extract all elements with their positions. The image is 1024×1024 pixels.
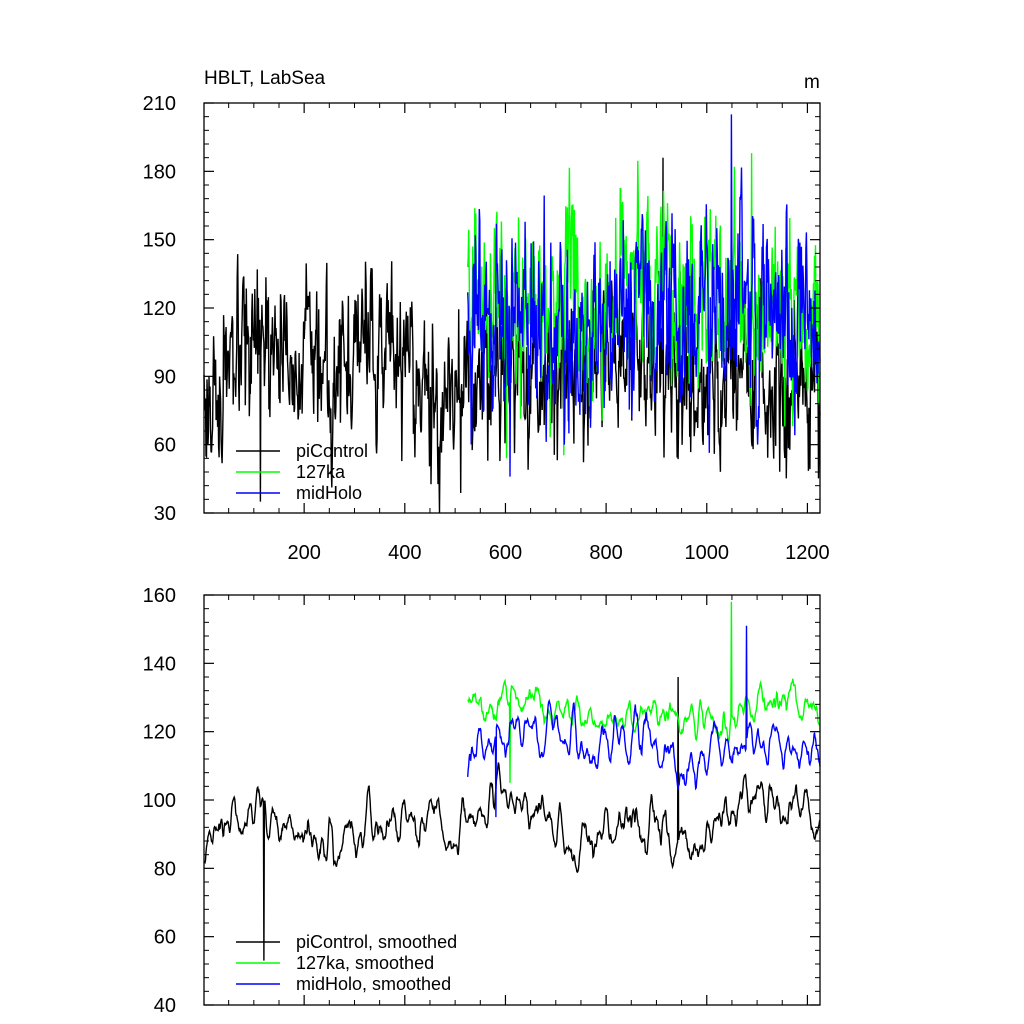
y-tick-label: 60: [154, 435, 176, 457]
y-tick-label: 30: [154, 503, 176, 525]
y-tick-label: 100: [143, 790, 176, 812]
y-tick-label: 150: [143, 230, 176, 252]
y-tick-label: 90: [154, 366, 176, 388]
series-line-midholo: [467, 114, 821, 477]
y-tick-label: 210: [143, 93, 176, 115]
top-series-layer: [203, 114, 821, 514]
x-tick-label: 400: [388, 542, 421, 564]
series-line-picontrol-smoothed: [203, 676, 821, 961]
x-tick-label: 800: [589, 542, 622, 564]
bottom-ticks-layer: 40 60 80 100 120 140 160: [143, 585, 820, 1017]
top-ticks-layer: 30 60 90 120 150 180 210 200 400 600 800 1000 1200: [143, 93, 830, 564]
x-tick-label: 1200: [785, 542, 830, 564]
legend-label: midHolo, smoothed: [296, 974, 451, 994]
top-panel: HBLT, LabSea m 30 60 90 120 150 180 210 200 400 6…: [143, 68, 830, 564]
top-panel-units: m: [804, 72, 820, 93]
y-tick-label: 120: [143, 298, 176, 320]
series-line-midholo-smoothed: [467, 625, 821, 818]
y-tick-label: 140: [143, 653, 176, 675]
y-tick-label: 120: [143, 722, 176, 744]
y-tick-label: 40: [154, 995, 176, 1017]
legend-label: piControl: [296, 441, 368, 461]
legend-label: 127ka: [296, 462, 346, 482]
series-line-127ka-smoothed: [467, 601, 821, 783]
x-tick-label: 600: [489, 542, 522, 564]
legend-label: midHolo: [296, 483, 362, 503]
x-tick-label: 1000: [685, 542, 730, 564]
x-tick-label: 200: [287, 542, 320, 564]
y-tick-label: 60: [154, 927, 176, 949]
legend-label: 127ka, smoothed: [296, 953, 434, 973]
legend-label: piControl, smoothed: [296, 932, 457, 952]
bottom-series-layer: [203, 601, 821, 961]
bottom-panel: 40 60 80 100 120 140 160 piControl, smoothed12…: [143, 585, 821, 1017]
top-panel-title: HBLT, LabSea: [204, 68, 326, 89]
y-tick-label: 160: [143, 585, 176, 607]
y-tick-label: 80: [154, 858, 176, 880]
y-tick-label: 180: [143, 161, 176, 183]
